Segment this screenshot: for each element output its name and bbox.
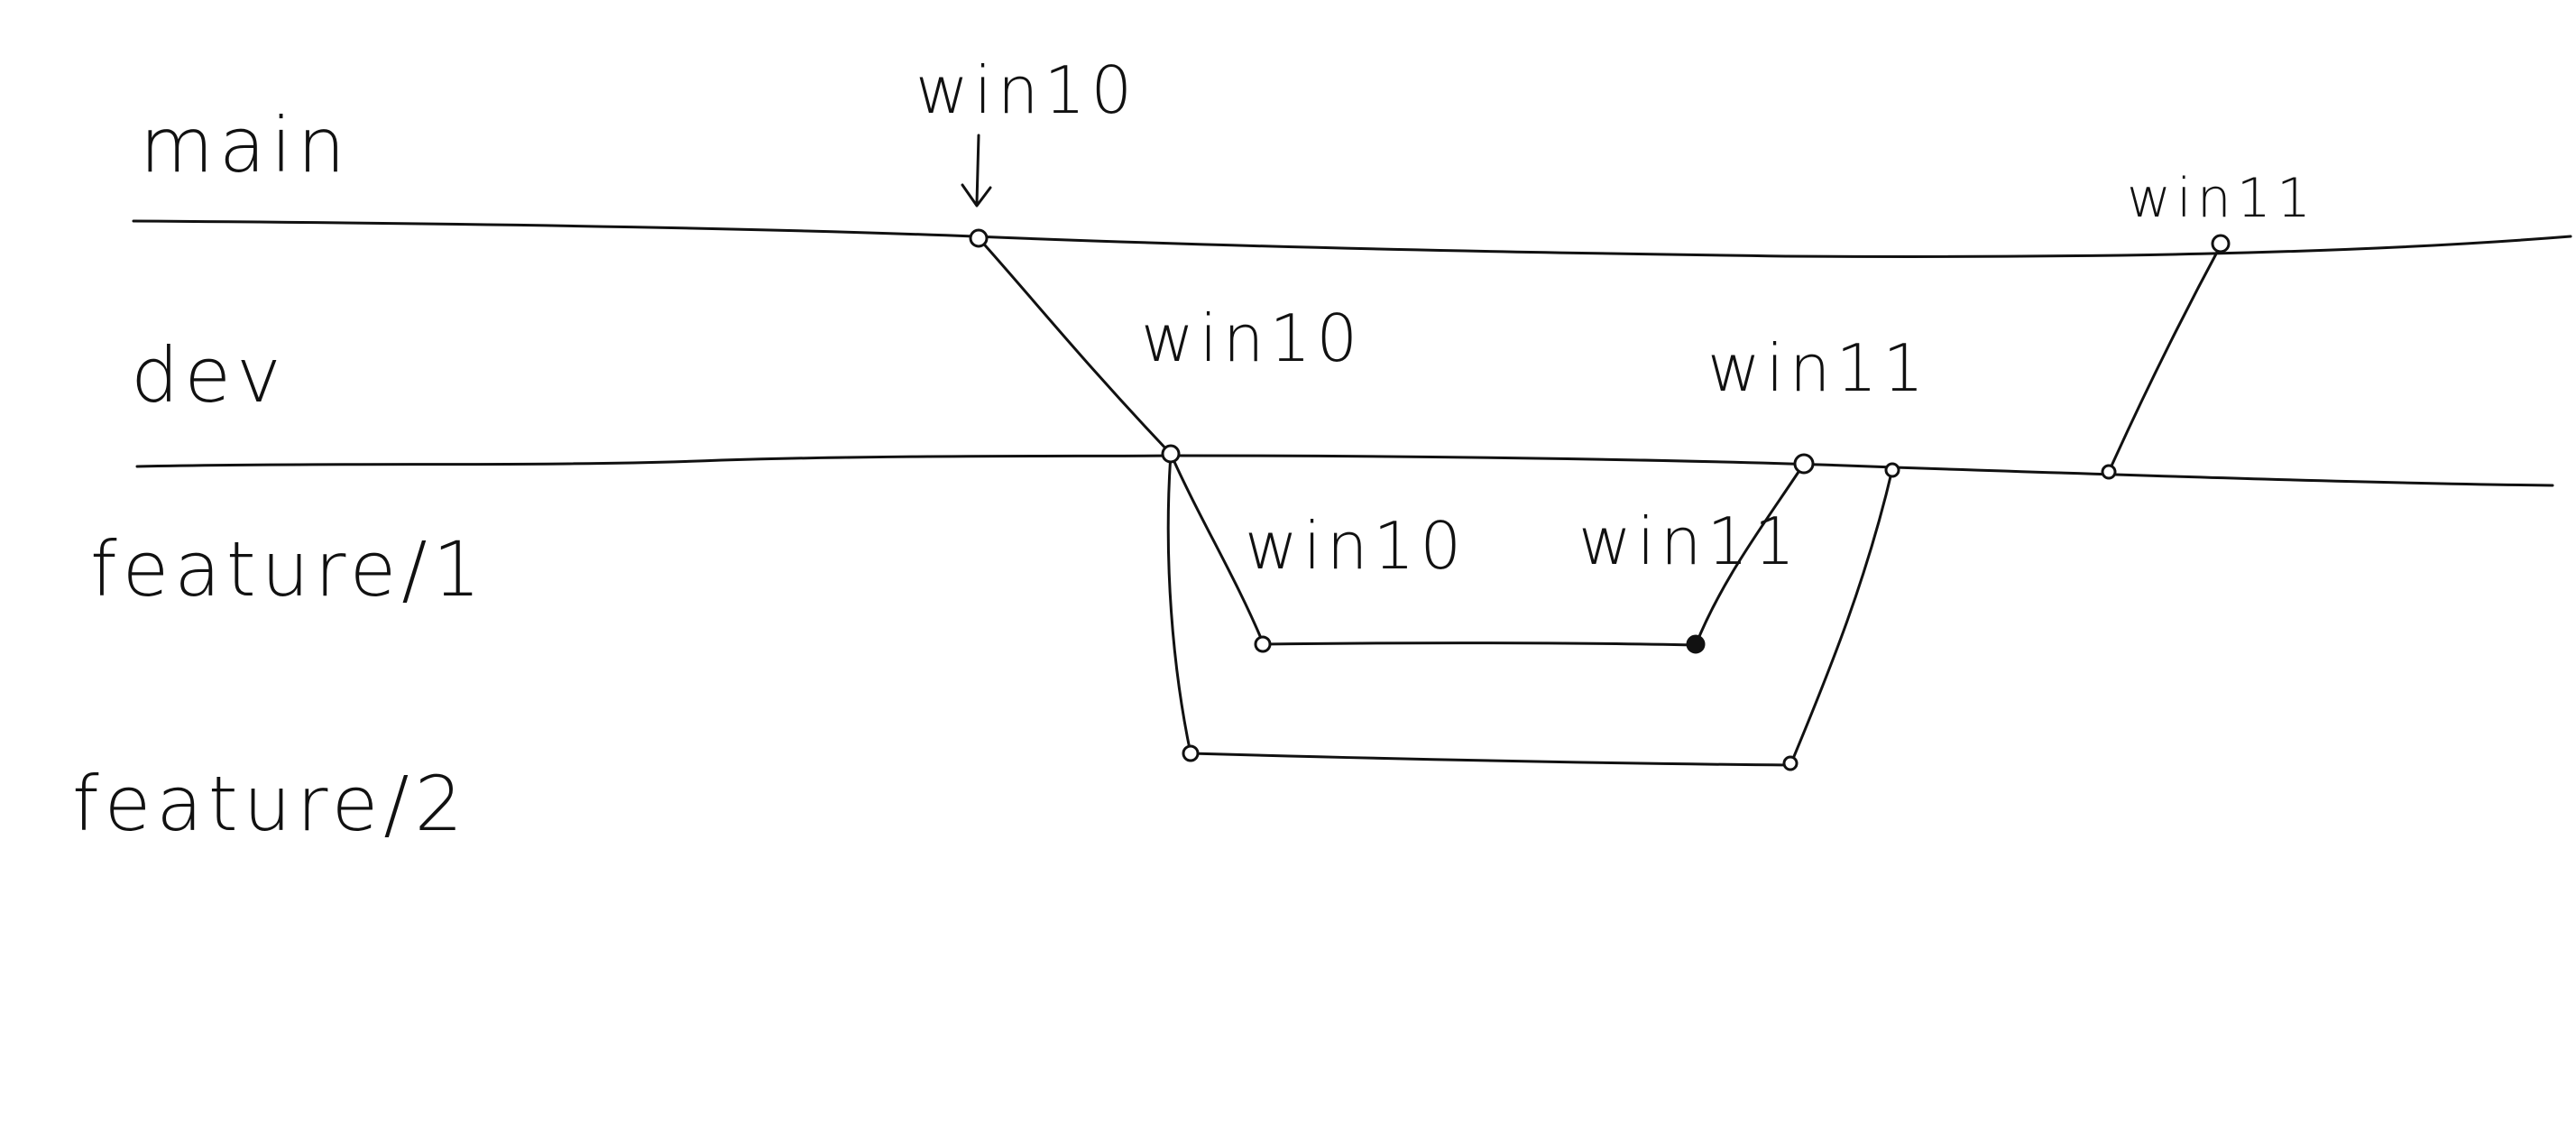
feature-2-branch-line <box>1189 752 1792 767</box>
connector-dev-to-main <box>2107 244 2222 474</box>
connector-dev-to-feature-2 <box>1166 452 1192 755</box>
branch-label-dev: dev <box>131 331 287 420</box>
commit-main-win11 <box>2211 234 2231 254</box>
commit-main-win10 <box>969 228 989 248</box>
annotation-feature-1-win10: win10 <box>1245 508 1467 584</box>
commit-feature-1-win11 <box>1686 634 1706 654</box>
annotation-main-win11: win11 <box>2127 167 2316 230</box>
dev-branch-line <box>135 454 2554 487</box>
commit-dev-win11 <box>1793 453 1815 475</box>
annotation-dev-win11: win11 <box>1707 330 1929 406</box>
annotation-feature-1-win11: win11 <box>1578 503 1800 579</box>
commit-dev-merge-feature-2 <box>1884 462 1900 478</box>
arrow-down-icon <box>961 134 992 208</box>
feature-1-branch-line <box>1261 641 1697 647</box>
commit-feature-2-end <box>1782 755 1799 771</box>
annotation-main-win10: win10 <box>915 52 1137 128</box>
main-branch-line <box>132 219 2572 258</box>
connector-main-to-dev <box>977 236 1173 456</box>
commit-dev-release <box>2101 464 2117 480</box>
annotation-dev-win10: win10 <box>1141 300 1363 376</box>
connector-dev-to-feature-1 <box>1169 452 1265 644</box>
commit-feature-1-win10 <box>1254 635 1272 653</box>
commit-dev-win10 <box>1161 444 1181 464</box>
connector-feature-1-to-dev <box>1694 462 1806 647</box>
branch-label-feature-2: feature/2 <box>72 760 468 848</box>
commit-feature-2-start <box>1182 744 1200 762</box>
branch-label-main: main <box>140 101 351 189</box>
connector-feature-2-to-dev <box>1789 467 1894 767</box>
branch-label-feature-1: feature/1 <box>90 525 486 614</box>
